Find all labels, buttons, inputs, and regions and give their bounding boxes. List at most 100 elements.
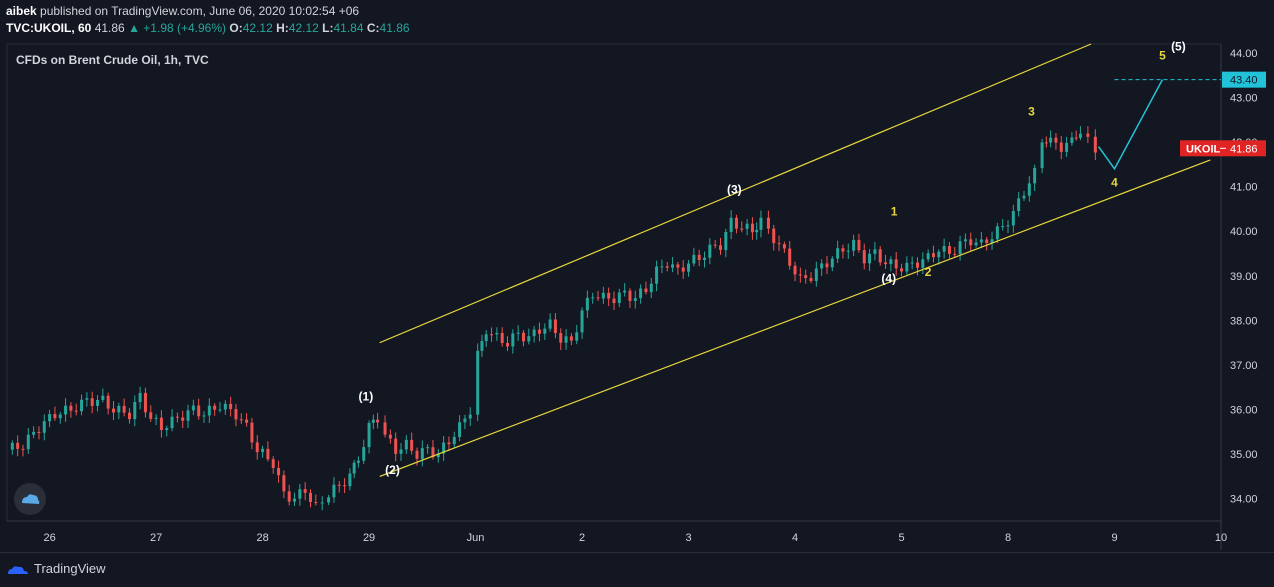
candle-body: [1011, 211, 1015, 226]
time-tick-label: 27: [150, 532, 162, 544]
candle-body: [772, 228, 776, 244]
tradingview-logo-icon[interactable]: [6, 562, 30, 583]
candle-body: [96, 399, 100, 406]
candle-body: [476, 350, 480, 415]
candle-body: [649, 283, 653, 293]
candle-body: [601, 292, 605, 299]
candle-body: [953, 253, 957, 255]
candle-body: [543, 328, 547, 334]
candle-body: [202, 415, 206, 417]
wave-label: 1: [891, 205, 898, 219]
candle-body: [287, 491, 291, 502]
candle-body: [740, 228, 744, 230]
symbol-info-line: TVC:UKOIL, 60 41.86 ▲ +1.98 (+4.96%) O:4…: [6, 21, 410, 35]
candle-body: [958, 241, 962, 255]
candle-body: [191, 405, 195, 411]
footer-brand[interactable]: TradingView: [34, 561, 106, 576]
candle-body: [537, 329, 541, 334]
candle-body: [1040, 142, 1044, 168]
time-tick-label: 29: [363, 532, 375, 544]
candle-body: [676, 264, 680, 268]
candle-body: [10, 442, 14, 450]
candle-body: [426, 447, 430, 449]
candle-body: [143, 392, 147, 413]
candle-body: [245, 419, 249, 423]
candle-body: [101, 395, 105, 400]
wave-labels: (1) (2) (3) (4) (5) 1 2 3 4 5: [359, 40, 1186, 478]
candle-body: [458, 422, 462, 438]
candle-body: [463, 418, 467, 423]
candle-body: [348, 473, 352, 487]
candle-body: [884, 262, 888, 265]
candle-body: [197, 405, 201, 417]
candle-body: [692, 254, 696, 264]
candle-body: [969, 239, 973, 246]
candle-body: [814, 268, 818, 281]
candle-body: [548, 319, 552, 329]
candles: [10, 126, 1097, 511]
candle-body: [697, 254, 701, 260]
candle-body: [745, 223, 749, 229]
candle-body: [468, 414, 472, 419]
tradingview-badge-icon[interactable]: [14, 483, 46, 515]
candle-body: [873, 249, 877, 254]
candle-body: [990, 239, 994, 244]
candle-body: [1074, 137, 1078, 139]
candle-body: [170, 416, 174, 429]
price-chart[interactable]: CFDs on Brent Crude Oil, 1h, TVC (1)(2)(…: [0, 0, 1274, 552]
chart-legend-title: CFDs on Brent Crude Oil, 1h, TVC: [16, 53, 209, 67]
price-tick-label: 44.00: [1230, 48, 1258, 60]
candle-body: [127, 412, 131, 420]
candle-body: [452, 437, 456, 445]
candle-body: [1006, 225, 1010, 227]
candle-body: [820, 263, 824, 269]
candle-body: [788, 248, 792, 266]
candle-body: [974, 242, 978, 246]
candle-body: [181, 417, 185, 421]
candle-body: [569, 336, 573, 341]
channel-lower-line: [379, 159, 1211, 477]
candle-body: [963, 239, 967, 242]
high-label: H:: [276, 21, 289, 35]
last-price-value: 41.86: [1230, 143, 1258, 155]
candle-body: [782, 244, 786, 249]
candle-body: [905, 262, 909, 272]
candle-body: [223, 403, 227, 410]
candle-body: [352, 462, 356, 474]
candle-body: [755, 229, 759, 233]
candle-body: [282, 475, 286, 492]
candle-body: [371, 419, 375, 423]
candle-body: [910, 262, 914, 264]
candle-body: [250, 422, 254, 443]
candle-body: [564, 336, 568, 343]
candle-body: [436, 453, 440, 458]
time-axis[interactable]: 26 27 28 29 Jun 2 3 4 5 8 9 10: [43, 532, 1227, 544]
candle-body: [671, 264, 675, 268]
candle-body: [633, 298, 637, 301]
candle-body: [798, 274, 802, 276]
candle-body: [506, 342, 510, 347]
candle-body: [729, 217, 733, 232]
price-axis[interactable]: 44.0043.0042.0041.0040.0039.0038.0037.00…: [1180, 48, 1266, 506]
candle-body: [32, 431, 36, 435]
drawings: [379, 43, 1221, 477]
publisher-name[interactable]: aibek: [6, 4, 37, 18]
candle-body: [617, 292, 621, 304]
close-label: C:: [366, 21, 380, 35]
close-value: 41.86: [379, 21, 410, 35]
last-price-symbol: UKOIL: [1186, 143, 1221, 155]
candle-body: [916, 262, 919, 268]
candle-body: [42, 421, 46, 433]
candle-body: [117, 405, 121, 413]
candle-body: [900, 268, 904, 272]
candle-body: [681, 267, 685, 272]
candle-body: [718, 245, 722, 250]
candle-body: [431, 447, 435, 458]
time-tick-label: 2: [579, 532, 585, 544]
symbol-name[interactable]: TVC:UKOIL, 60: [6, 21, 92, 35]
candle-body: [724, 231, 728, 250]
candle-body: [825, 263, 829, 268]
candle-body: [979, 239, 983, 243]
high-value: 42.12: [288, 21, 319, 35]
low-value: 41.84: [333, 21, 364, 35]
